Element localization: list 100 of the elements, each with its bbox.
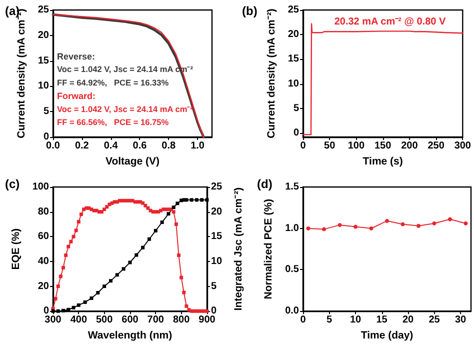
y2-tick-label: 20 [210,206,223,218]
y-tick-label: 20 [288,29,300,40]
x-tick-label: 15 [376,314,388,326]
point [172,206,176,210]
annotation: FF = 66.56%, PCE = 16.75% [57,117,170,127]
x-tick-label: 250 [428,140,445,152]
y2-tick-label: 25 [210,182,223,192]
point [56,309,60,313]
point [147,237,151,241]
x-tick-label: 800 [172,314,190,326]
point [322,227,326,232]
x-tick-label: 150 [374,140,392,152]
x-axis-title: Wavelength (nm) [88,330,172,342]
x-axis-title: Time (s) [362,155,403,168]
y-tick-label: 20 [38,280,50,292]
y-tick-label: 25 [38,4,50,16]
x-tick-label: 0.6 [132,140,148,152]
x-tick-label: 50 [324,140,336,152]
point [102,284,106,288]
y-tick-label: 10 [38,80,50,92]
point [354,224,358,229]
y-tick-label: 40 [38,256,50,267]
x-tick-label: 300 [454,140,472,152]
y-tick-label: 25 [288,4,300,16]
y2-tick-label: 15 [210,231,223,242]
point [154,228,158,232]
annotation: 20.32 mA cm⁻² @ 0.80 V [334,16,446,28]
y2-tick-label: 0 [210,306,217,317]
point [166,212,170,216]
x-tick-label: 0.4 [104,140,118,152]
y-tick-label: 100 [32,182,50,192]
y-tick-label: 1.0 [285,222,300,234]
point [205,198,209,202]
x-tick-label: 0.8 [162,140,176,152]
point [76,303,80,307]
y-tick-label: 0.5 [285,264,300,276]
point [96,290,100,294]
chart-title: (d) [257,177,272,191]
x-tick-label: 200 [401,140,418,152]
point [176,202,180,206]
x-tick-label: 0.2 [74,140,90,152]
point [464,221,468,226]
x-tick-label: 5 [326,314,332,326]
x-tick-label: 1.0 [190,140,205,152]
y-tick-label: 0 [43,306,50,317]
point [190,198,194,202]
point [72,306,76,310]
point [128,260,132,264]
annotation: FF = 64.92%, PCE = 16.33% [57,77,170,88]
x-tick-label: 100 [348,140,365,152]
y-tick-label: 0 [43,132,50,142]
annotation: Voc = 1.042 V, Jsc = 24.14 mA cm⁻² [57,104,194,114]
point [134,253,138,257]
y-tick-label: 5 [293,102,300,114]
y-tick-label: 15 [38,55,50,66]
x-tick-label: 25 [428,314,440,326]
point [141,246,145,250]
y-tick-label: 10 [288,78,300,90]
chart-title: (b) [242,4,258,18]
x-tick-label: 600 [122,314,139,326]
y-tick-label: 20 [38,30,50,41]
y2-tick-label: 10 [210,256,223,267]
y-tick-label: 15 [288,54,300,65]
point [108,279,112,283]
point [115,273,119,277]
y-tick-label: 0 [293,128,300,139]
point [338,223,342,228]
x-tick-label: 0 [300,140,306,152]
x-tick-label: 0 [300,314,306,326]
x-axis-title: Time (day) [360,330,414,342]
x-tick-label: 30 [454,314,466,326]
y-axis-title: Current density (mA cm⁻²) [265,8,278,138]
y2-axis-title: Integrated Jsc (mA cm⁻²) [232,187,244,311]
x-tick-label: 500 [96,314,114,326]
y-tick-label: 60 [38,231,50,242]
y-axis-title: Normalized PCE (%) [262,198,275,300]
point [184,198,188,202]
x-axis-title: Voltage (V) [105,155,160,168]
point [448,217,452,222]
point [432,221,436,226]
x-tick-label: 300 [44,314,62,326]
text: Reverse: [57,52,96,62]
y-tick-label: 80 [38,206,50,218]
y-tick-label: 5 [43,106,50,118]
point [400,222,405,226]
x-tick-label: 10 [350,314,362,326]
point [369,226,374,230]
y-tick-label: 0.0 [285,306,300,317]
point [200,198,204,202]
x-tick-label: 400 [70,314,88,326]
point [416,224,420,228]
point [160,220,164,224]
y2-tick-label: 5 [210,280,217,292]
point [122,267,126,271]
point [306,226,310,230]
y-axis-title: EQE (%) [10,228,22,270]
point [83,300,87,304]
x-tick-label: 20 [402,314,414,326]
point [194,198,198,202]
point [90,296,94,300]
